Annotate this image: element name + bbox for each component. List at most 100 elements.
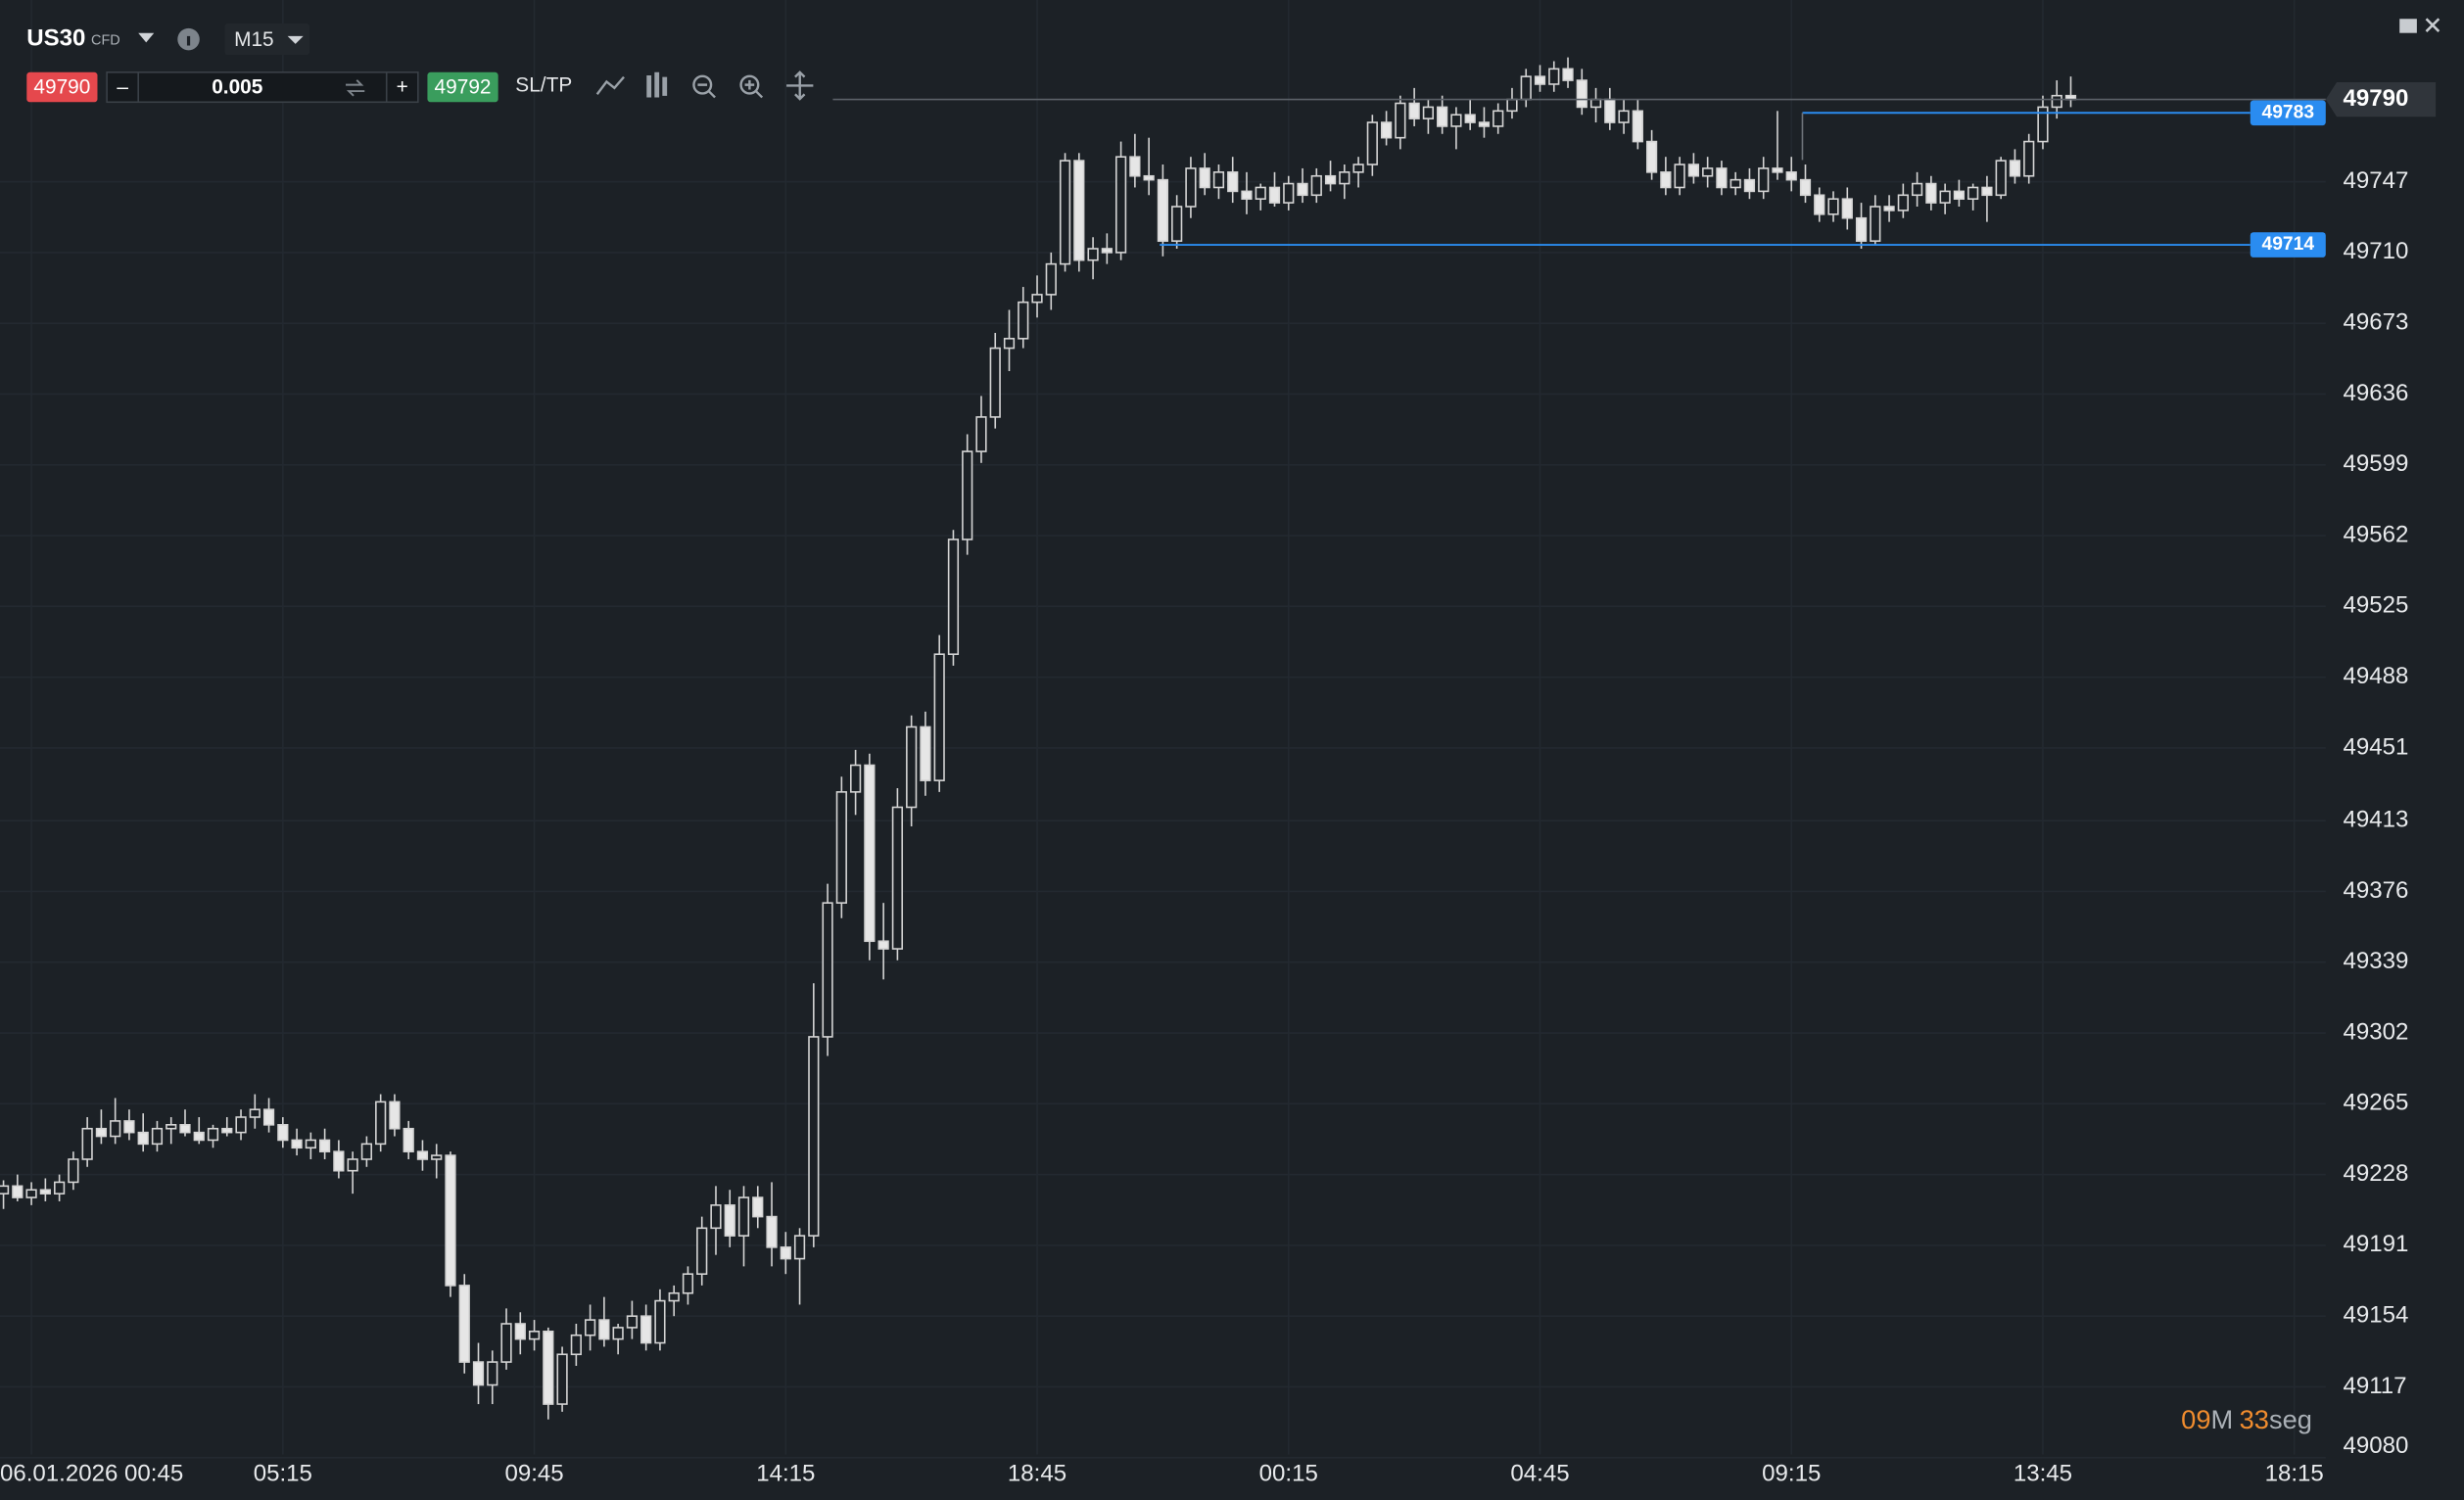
last-price-label: 49790	[2343, 85, 2408, 112]
y-tick-label: 49413	[2343, 807, 2408, 833]
buy-price[interactable]: 49792	[435, 75, 492, 98]
candle-body	[472, 1361, 485, 1386]
candle-body	[1827, 198, 1839, 215]
candle-countdown: 09M 33seg	[2181, 1404, 2312, 1434]
x-tick-label: 04:45	[1510, 1461, 1569, 1487]
sell-price[interactable]: 49790	[33, 75, 90, 98]
candle-body	[360, 1143, 373, 1160]
zoom-out-icon[interactable]	[692, 74, 713, 95]
candle-body	[1967, 186, 1979, 200]
symbol-type: CFD	[91, 33, 120, 49]
y-tick-label: 49747	[2343, 167, 2408, 194]
candle-body	[500, 1323, 512, 1363]
candle-body	[1562, 68, 1574, 81]
candle-body	[1995, 160, 2007, 197]
x-tick-label: 05:15	[254, 1461, 312, 1487]
candle-body	[389, 1101, 401, 1130]
candle-body	[1660, 171, 1672, 189]
candle-body	[1366, 121, 1378, 165]
candle-body	[793, 1235, 806, 1260]
candle-body	[2023, 140, 2035, 177]
candle-body	[458, 1285, 470, 1363]
candle-body	[766, 1215, 778, 1248]
y-tick-label: 49562	[2343, 521, 2408, 547]
candle-body	[1297, 182, 1308, 197]
volume-value[interactable]: 0.005	[212, 75, 263, 98]
candle-body	[1799, 178, 1812, 197]
candle-body	[1018, 301, 1029, 340]
candle-body	[1114, 156, 1127, 254]
timeframe-box[interactable]	[224, 23, 310, 56]
candle-body	[668, 1291, 680, 1302]
candle-body	[1981, 186, 1993, 197]
candle-body	[737, 1196, 750, 1237]
y-tick-label: 49636	[2343, 380, 2408, 406]
level-label: 49714	[2262, 234, 2315, 255]
candle-body	[347, 1158, 358, 1172]
candle-body	[1310, 174, 1322, 197]
sltp-button[interactable]: SL/TP	[515, 74, 572, 97]
candle-body	[724, 1204, 735, 1237]
candle-body	[1897, 194, 1909, 211]
countdown-seconds-unit: seg	[2269, 1404, 2312, 1434]
swap-icon[interactable]	[346, 79, 365, 97]
maximize-icon[interactable]	[2399, 19, 2417, 33]
candle-body	[151, 1127, 164, 1146]
candle-body	[291, 1139, 303, 1149]
y-tick-label: 49376	[2343, 877, 2408, 904]
candle-body	[1911, 182, 1923, 197]
countdown-minutes: 09	[2181, 1404, 2210, 1434]
candle-body	[1422, 106, 1435, 119]
candle-body	[975, 416, 987, 452]
candle-body	[1925, 182, 1937, 204]
candle-body	[95, 1127, 108, 1138]
candle-body	[1534, 75, 1546, 85]
x-tick-label: 14:15	[756, 1461, 815, 1487]
candle-body	[612, 1327, 624, 1340]
timeframe-dropdown[interactable]	[287, 35, 304, 44]
symbol[interactable]: US30	[26, 24, 85, 51]
y-tick-label: 49451	[2343, 733, 2408, 760]
close-icon[interactable]	[2425, 18, 2440, 32]
symbol-dropdown[interactable]	[138, 32, 155, 43]
y-tick-label: 49117	[2343, 1373, 2406, 1399]
candle-body	[1870, 206, 1881, 242]
candle-body	[1687, 164, 1700, 177]
zoom-in-icon[interactable]	[739, 74, 760, 95]
x-tick-label: 00:15	[1259, 1461, 1318, 1487]
candle-body	[877, 940, 889, 950]
line-chart-icon[interactable]	[595, 75, 625, 95]
candle-body	[808, 1036, 820, 1237]
candle-body	[249, 1108, 261, 1118]
volume-input[interactable]	[106, 70, 419, 104]
candle-body	[1157, 178, 1169, 242]
candle-body	[305, 1139, 316, 1149]
timeframe[interactable]: M15	[234, 28, 274, 51]
candle-body	[375, 1101, 387, 1146]
candle-chart-icon[interactable]	[646, 71, 668, 98]
candle-body	[710, 1204, 722, 1230]
candle-body	[514, 1323, 526, 1340]
candle-body	[1045, 262, 1057, 296]
candle-body	[849, 764, 862, 793]
candle-body	[1171, 206, 1183, 242]
buy-button[interactable]	[427, 71, 498, 103]
volume-increase[interactable]: +	[397, 75, 408, 98]
candle-body	[1101, 248, 1113, 254]
candle-body	[318, 1139, 331, 1152]
candle-body	[445, 1154, 456, 1287]
candle-body	[1199, 167, 1210, 189]
candle-body	[640, 1315, 652, 1344]
candle-body	[1031, 294, 1043, 304]
info-icon-glyph	[186, 35, 191, 46]
y-tick-label: 49302	[2343, 1018, 2408, 1045]
y-tick-label: 49080	[2343, 1432, 2408, 1459]
candle-body	[1212, 171, 1225, 189]
candle-body	[54, 1181, 66, 1195]
candle-body	[179, 1124, 191, 1134]
sell-button[interactable]	[26, 71, 98, 103]
volume-decrease[interactable]: –	[117, 75, 128, 98]
crosshair-icon[interactable]	[786, 70, 814, 101]
candle-body	[1478, 121, 1491, 127]
